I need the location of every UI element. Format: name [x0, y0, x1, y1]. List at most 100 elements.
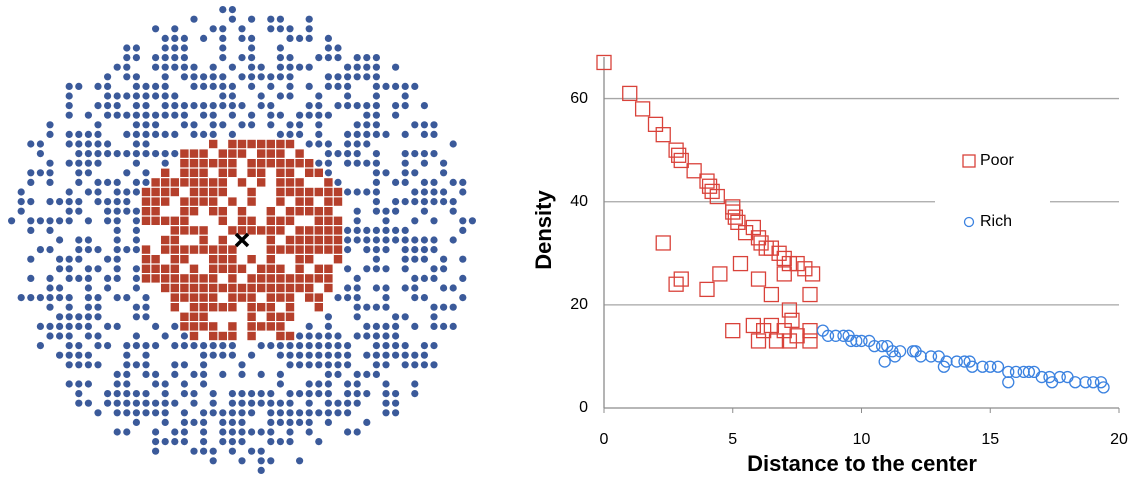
red-square: [324, 245, 333, 254]
blue-dot: [430, 322, 438, 330]
blue-dot: [353, 284, 361, 292]
blue-dot: [104, 92, 112, 100]
blue-dot: [344, 351, 352, 359]
blue-dot: [382, 399, 390, 407]
blue-dot: [209, 121, 217, 129]
blue-dot: [171, 428, 179, 436]
blue-dot: [392, 409, 400, 417]
red-square: [170, 293, 179, 302]
red-square: [324, 274, 333, 283]
blue-dot: [440, 284, 448, 292]
point: [686, 163, 702, 179]
blue-dot: [171, 54, 179, 62]
blue-dot: [36, 217, 45, 225]
blue-dot: [65, 140, 73, 148]
blue-dot: [27, 178, 35, 186]
blue-dot: [46, 284, 54, 292]
red-square: [305, 293, 314, 302]
blue-dot: [238, 34, 246, 43]
blue-dot: [401, 342, 409, 350]
blue-dot: [334, 370, 342, 378]
blue-dot: [238, 370, 246, 378]
blue-dot: [36, 140, 45, 148]
red-square: [257, 283, 266, 293]
blue-dot: [46, 198, 54, 206]
blue-dot: [94, 178, 102, 186]
red-square: [247, 139, 256, 149]
blue-dot: [228, 92, 236, 100]
blue-dot: [267, 438, 275, 446]
blue-dot: [209, 73, 217, 81]
blue-dot: [305, 342, 313, 350]
red-square: [199, 149, 208, 158]
blue-dot: [363, 370, 371, 378]
red-square: [209, 274, 218, 283]
red-square: [180, 159, 189, 168]
blue-dot: [65, 255, 73, 263]
blue-dot: [296, 457, 304, 465]
blue-dot: [152, 82, 160, 90]
blue-dot: [449, 198, 457, 206]
blue-dot: [411, 121, 419, 129]
red-square: [209, 139, 218, 149]
blue-dot: [449, 236, 457, 244]
point: [709, 188, 725, 205]
blue-dot: [132, 390, 140, 398]
blue-dot: [132, 313, 140, 321]
blue-dot: [315, 111, 323, 119]
blue-dot: [248, 351, 256, 359]
point: [712, 266, 728, 282]
red-square: [247, 283, 256, 293]
blue-dot: [209, 63, 217, 71]
red-square: [209, 159, 218, 168]
blue-dot: [353, 217, 361, 225]
blue-dot: [200, 409, 208, 417]
red-square: [266, 226, 275, 235]
blue-dot: [219, 34, 227, 43]
blue-dot: [171, 342, 179, 350]
blue-dot: [142, 92, 150, 100]
blue-dot: [248, 63, 256, 71]
x-axis-title: Distance to the center: [747, 451, 977, 476]
blue-dot: [123, 130, 131, 138]
point: [829, 329, 842, 342]
point: [596, 54, 612, 71]
blue-dot: [104, 82, 112, 90]
red-square: [218, 303, 227, 312]
blue-dot: [161, 82, 169, 90]
blue-dot: [113, 409, 121, 417]
blue-dot: [353, 370, 361, 378]
y-tick-label: 20: [570, 296, 588, 313]
blue-dot: [152, 380, 160, 388]
blue-dot: [161, 332, 169, 340]
blue-dot: [190, 63, 198, 71]
blue-dot: [75, 342, 83, 350]
blue-dot: [276, 54, 284, 62]
blue-dot: [382, 361, 390, 369]
blue-dot: [219, 351, 227, 359]
blue-dot: [200, 73, 208, 81]
blue-dot: [152, 92, 160, 100]
blue-dot: [430, 217, 438, 225]
blue-dot: [190, 15, 198, 23]
blue-dot: [171, 25, 179, 33]
blue-dot: [104, 111, 112, 119]
blue-dot: [344, 342, 352, 350]
blue-dot: [142, 130, 150, 138]
blue-dot: [219, 370, 227, 378]
blue-dot: [132, 246, 140, 254]
blue-dot: [200, 82, 208, 90]
blue-dot: [267, 409, 275, 417]
blue-dot: [401, 226, 409, 234]
red-square: [180, 274, 189, 283]
blue-dot: [257, 63, 265, 71]
blue-dot: [104, 102, 112, 110]
point: [745, 219, 761, 236]
blue-dot: [248, 34, 256, 43]
blue-dot: [180, 418, 188, 426]
blue-dot: [84, 159, 92, 167]
red-square: [151, 207, 160, 216]
blue-dot: [372, 92, 380, 100]
blue-dot: [152, 399, 160, 407]
blue-dot: [65, 130, 73, 138]
